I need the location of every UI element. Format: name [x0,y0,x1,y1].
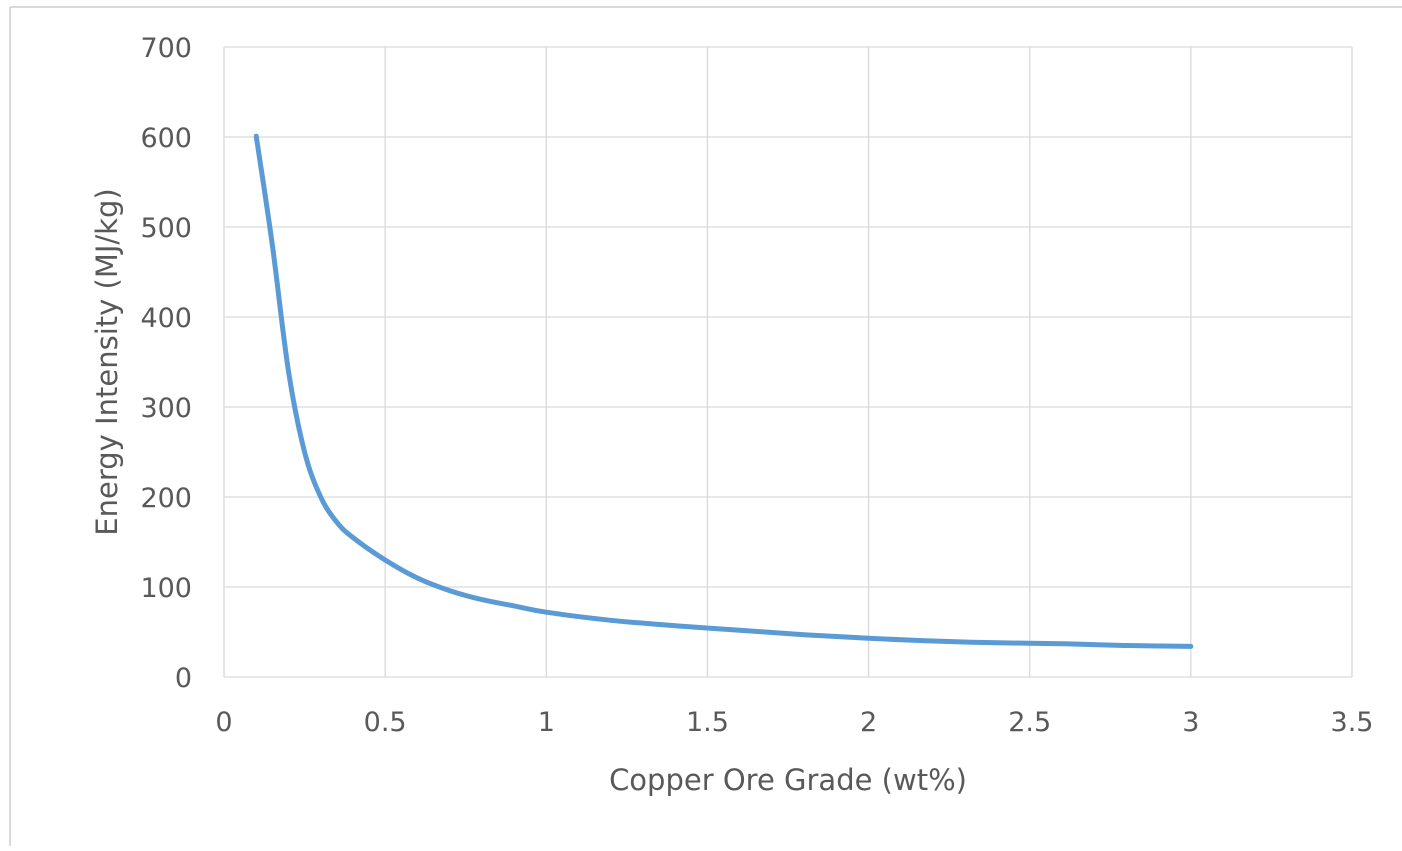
data-point [350,535,355,540]
data-point [995,640,1000,645]
x-tick-label: 0 [215,707,232,738]
y-tick-label: 600 [140,123,192,154]
data-point [608,618,613,623]
series-layer [253,133,1194,649]
gridlines [223,46,1353,678]
y-tick-label: 400 [140,303,192,334]
data-point [286,369,291,374]
x-axis-label: Copper Ore Grade (wt%) [609,763,967,797]
y-tick-label: 500 [140,213,192,244]
data-point [479,597,484,602]
data-point [802,632,807,637]
y-tick-label: 0 [175,663,192,694]
y-tick-label: 700 [140,33,192,64]
data-point [931,639,936,644]
x-tick-label: 3.5 [1331,707,1374,738]
y-tick-label: 200 [140,483,192,514]
series-line [253,133,1194,649]
x-tick-label: 3 [1182,707,1199,738]
y-tick-label: 300 [140,393,192,424]
y-tick-label: 100 [140,573,192,604]
data-point [254,134,259,139]
x-tick-label: 2 [860,707,877,738]
data-point [512,603,517,608]
data-point [270,243,275,248]
x-tick-label: 2.5 [1008,707,1051,738]
x-tick-label: 1.5 [686,707,729,738]
data-point [1059,641,1064,646]
tick-labels: 0 100 200 300 400 500 600 700 0 0.5 1 1.5 2 2.5 3 3.5 [140,33,1373,738]
data-point [302,450,307,455]
x-tick-label: 1 [538,707,555,738]
data-point [866,636,871,641]
data-point [447,588,452,593]
data-point [1124,643,1129,648]
data-point [383,558,388,563]
data-point [737,628,742,633]
data-point [673,623,678,628]
data-point [318,495,323,500]
data-point [415,576,420,581]
x-tick-label: 0.5 [364,707,407,738]
y-axis-label: Energy Intensity (MJ/kg) [90,188,124,535]
data-point [544,610,549,615]
data-point [334,520,339,525]
data-point [1188,644,1193,649]
